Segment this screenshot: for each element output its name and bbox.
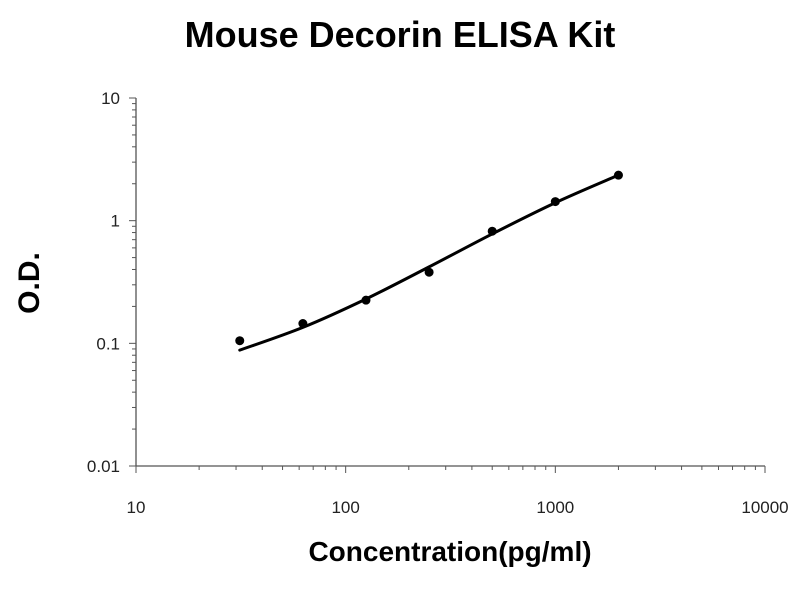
ticks: 10 100 1000 10000 0.01 0.1 1 10 bbox=[87, 89, 789, 517]
chart-title: Mouse Decorin ELISA Kit bbox=[184, 14, 616, 55]
fit-layer bbox=[238, 173, 620, 352]
y-tick-label: 10 bbox=[101, 89, 120, 108]
data-point bbox=[550, 197, 560, 207]
y-axis-title: O.D. bbox=[13, 252, 46, 314]
data-point bbox=[298, 319, 308, 329]
x-tick-label: 100 bbox=[331, 498, 359, 517]
y-tick-label: 0.01 bbox=[87, 457, 120, 476]
y-tick-label: 0.1 bbox=[96, 334, 120, 353]
data-point bbox=[424, 267, 434, 277]
x-tick-label: 10 bbox=[127, 498, 146, 517]
x-tick-label: 1000 bbox=[536, 498, 574, 517]
data-point bbox=[361, 295, 371, 305]
x-tick-label: 10000 bbox=[741, 498, 788, 517]
y-tick-label: 1 bbox=[111, 212, 120, 231]
x-axis-title: Concentration(pg/ml) bbox=[308, 536, 592, 567]
data-point bbox=[487, 226, 497, 236]
fit-curve bbox=[238, 173, 620, 352]
points-layer bbox=[235, 170, 623, 346]
data-point bbox=[235, 336, 245, 346]
data-point bbox=[613, 170, 623, 180]
axes bbox=[135, 98, 765, 467]
